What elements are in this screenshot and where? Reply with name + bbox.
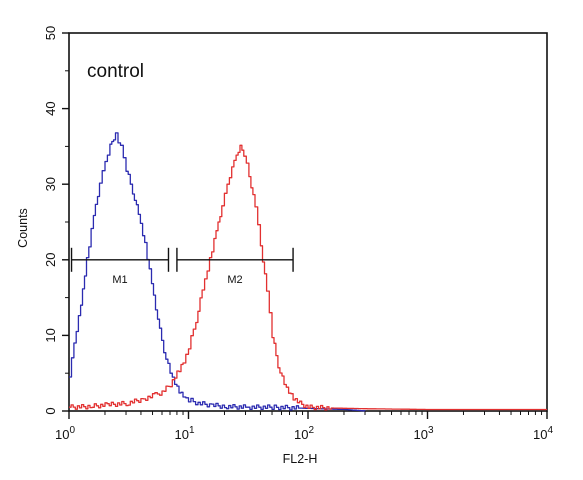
x-tick-base: 10 bbox=[413, 427, 427, 442]
gate-marker-label: M2 bbox=[227, 274, 242, 286]
x-tick-exponent: 0 bbox=[69, 425, 75, 436]
red-histogram-series bbox=[69, 144, 547, 411]
y-tick-label: 30 bbox=[43, 177, 58, 191]
gate-markers: M1 M2 bbox=[70, 247, 294, 286]
x-tick-base: 10 bbox=[174, 427, 188, 442]
series-layer bbox=[69, 132, 547, 412]
x-tick-exponent: 1 bbox=[189, 425, 195, 436]
x-tick-base: 10 bbox=[55, 427, 69, 442]
y-tick-label: 20 bbox=[43, 253, 58, 267]
x-tick-exponent: 3 bbox=[428, 425, 434, 436]
y-axis-ticks: 0 10 20 30 40 50 bbox=[43, 26, 69, 415]
control-annotation: control bbox=[87, 61, 144, 82]
x-tick-label: 103 bbox=[413, 425, 433, 442]
x-tick-label: 104 bbox=[533, 425, 553, 442]
x-tick-base: 10 bbox=[294, 427, 308, 442]
x-axis-ticks: 100 101 102 103 104 bbox=[55, 411, 553, 442]
y-tick-label: 10 bbox=[43, 328, 58, 342]
plot-area bbox=[68, 32, 548, 412]
y-axis-label: Counts bbox=[16, 208, 30, 248]
gate-marker-label: M1 bbox=[112, 274, 127, 286]
x-tick-label: 101 bbox=[174, 425, 194, 442]
x-tick-exponent: 4 bbox=[547, 425, 553, 436]
blue-histogram-series bbox=[69, 132, 366, 412]
y-tick-label: 50 bbox=[43, 26, 58, 40]
x-axis-label: FL2-H bbox=[283, 452, 318, 466]
x-tick-label: 102 bbox=[294, 425, 314, 442]
y-tick-label: 40 bbox=[43, 101, 58, 115]
x-tick-exponent: 2 bbox=[308, 425, 314, 436]
x-tick-label: 100 bbox=[55, 425, 75, 442]
y-tick-label: 0 bbox=[43, 407, 58, 414]
x-tick-base: 10 bbox=[533, 427, 547, 442]
